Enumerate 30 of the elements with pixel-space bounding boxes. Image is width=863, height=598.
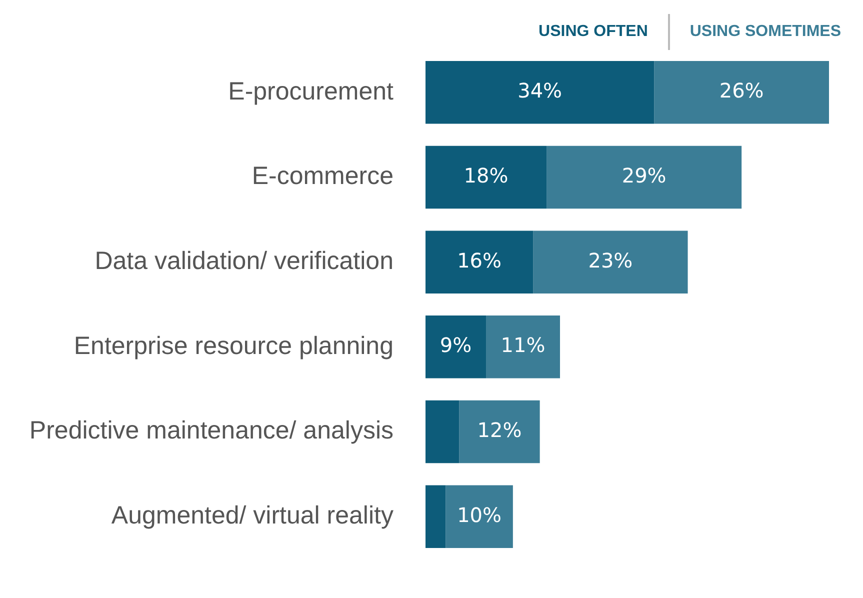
y-tick-label: Enterprise resource planning <box>74 332 394 360</box>
y-tick-label: E-commerce <box>252 162 394 190</box>
data-label: 12% <box>477 418 522 442</box>
y-tick-label: E-procurement <box>228 77 394 106</box>
bar <box>533 230 688 294</box>
data-label: 9% <box>440 333 472 358</box>
bar <box>486 316 560 378</box>
bar <box>426 230 534 294</box>
y-tick-label: Predictive maintenance/ analysis <box>29 416 394 445</box>
data-label: 29% <box>622 163 666 188</box>
bar <box>426 61 654 124</box>
bar <box>426 400 460 464</box>
data-label: 11% <box>500 333 546 358</box>
series-label: USING SOMETIMES <box>690 23 841 41</box>
data-label: 16% <box>457 248 502 272</box>
y-tick-label: Data validation/ verification <box>94 246 394 275</box>
bar <box>426 485 446 548</box>
data-label: 18% <box>464 163 508 188</box>
data-label: 10% <box>457 502 502 527</box>
bar <box>426 316 486 378</box>
bar <box>654 61 829 124</box>
bar <box>426 146 547 209</box>
data-label: 23% <box>588 248 633 272</box>
bar <box>459 400 540 464</box>
data-label: 34% <box>518 78 562 103</box>
y-tick-label: Augmented/ virtual reality <box>111 501 394 530</box>
series-label: USING OFTEN <box>538 23 648 41</box>
data-label: 26% <box>719 78 764 103</box>
bar <box>446 485 513 548</box>
bar <box>546 146 742 209</box>
